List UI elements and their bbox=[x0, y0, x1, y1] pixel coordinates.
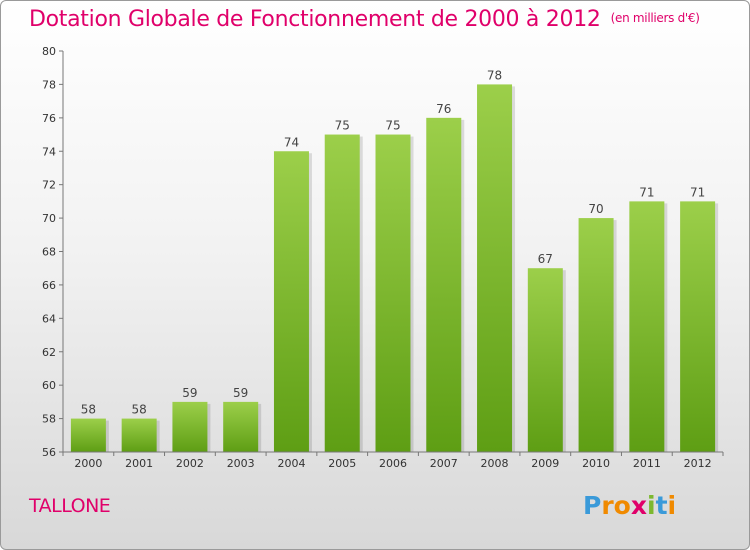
data-label: 58 bbox=[81, 403, 96, 417]
bar bbox=[477, 84, 513, 453]
data-label: 58 bbox=[132, 403, 147, 417]
bars-group: 58 58 59 59 74 75 75 76 78 67 70 71 71 bbox=[70, 68, 719, 453]
y-tick-label: 80 bbox=[42, 45, 56, 58]
y-tick-label: 58 bbox=[42, 413, 56, 426]
bar bbox=[172, 401, 208, 452]
x-tick-label: 2009 bbox=[531, 457, 559, 470]
data-label: 75 bbox=[335, 119, 350, 133]
bar bbox=[70, 418, 106, 452]
data-label: 59 bbox=[233, 386, 248, 400]
bar bbox=[629, 201, 665, 452]
logo-letter: P bbox=[583, 491, 602, 520]
y-tick-label: 64 bbox=[42, 312, 56, 325]
x-tick-label: 2008 bbox=[481, 457, 509, 470]
x-tick-label: 2012 bbox=[684, 457, 712, 470]
commune-name: TALLONE bbox=[29, 495, 111, 517]
x-tick-label: 2002 bbox=[176, 457, 204, 470]
logo-letter: o bbox=[613, 491, 631, 520]
axes-group: 2000 2001 2002 2003 2004 2005 2006 2007 2008 2009… bbox=[42, 45, 724, 470]
data-label: 71 bbox=[690, 185, 705, 199]
y-tick-label: 70 bbox=[42, 212, 56, 225]
bar bbox=[324, 134, 360, 452]
x-tick-label: 2003 bbox=[227, 457, 255, 470]
data-label: 59 bbox=[182, 386, 197, 400]
y-tick-label: 66 bbox=[42, 279, 56, 292]
logo-letter: i bbox=[647, 491, 656, 520]
data-label: 71 bbox=[639, 185, 654, 199]
x-tick-label: 2004 bbox=[277, 457, 305, 470]
logo-letter: i bbox=[667, 491, 677, 520]
bar bbox=[578, 218, 614, 452]
y-tick-label: 72 bbox=[42, 179, 56, 192]
x-tick-label: 2006 bbox=[379, 457, 407, 470]
bar bbox=[223, 401, 259, 452]
title-text: Dotation Globale de Fonctionnement de 20… bbox=[29, 7, 601, 32]
x-tick-label: 2000 bbox=[74, 457, 102, 470]
bar bbox=[375, 134, 411, 452]
x-tick-label: 2010 bbox=[582, 457, 610, 470]
y-tick-label: 78 bbox=[42, 78, 56, 91]
data-label: 75 bbox=[385, 119, 400, 133]
x-tick-label: 2011 bbox=[633, 457, 661, 470]
y-tick-label: 56 bbox=[42, 446, 56, 459]
logo-letter: t bbox=[655, 491, 668, 520]
bar bbox=[426, 117, 462, 452]
proxiti-logo: Proxiti bbox=[583, 491, 676, 520]
bar bbox=[273, 151, 309, 452]
data-label: 78 bbox=[487, 68, 502, 82]
bar bbox=[680, 201, 716, 452]
x-tick-label: 2007 bbox=[430, 457, 458, 470]
data-label: 74 bbox=[284, 135, 299, 149]
chart-title: Dotation Globale de Fonctionnement de 20… bbox=[29, 7, 700, 32]
y-tick-label: 76 bbox=[42, 112, 56, 125]
x-tick-label: 2005 bbox=[328, 457, 356, 470]
chart-subtitle: (en milliers d'€) bbox=[610, 11, 700, 25]
x-tick-label: 2001 bbox=[125, 457, 153, 470]
logo-letter: r bbox=[601, 491, 614, 520]
y-tick-label: 74 bbox=[42, 145, 56, 158]
data-label: 67 bbox=[538, 252, 553, 266]
data-label: 70 bbox=[588, 202, 603, 216]
logo-letter: x bbox=[630, 491, 647, 520]
y-tick-label: 60 bbox=[42, 379, 56, 392]
bar bbox=[527, 268, 563, 452]
y-tick-label: 68 bbox=[42, 246, 56, 259]
data-label: 76 bbox=[436, 102, 451, 116]
bar bbox=[121, 418, 157, 452]
y-tick-label: 62 bbox=[42, 346, 56, 359]
